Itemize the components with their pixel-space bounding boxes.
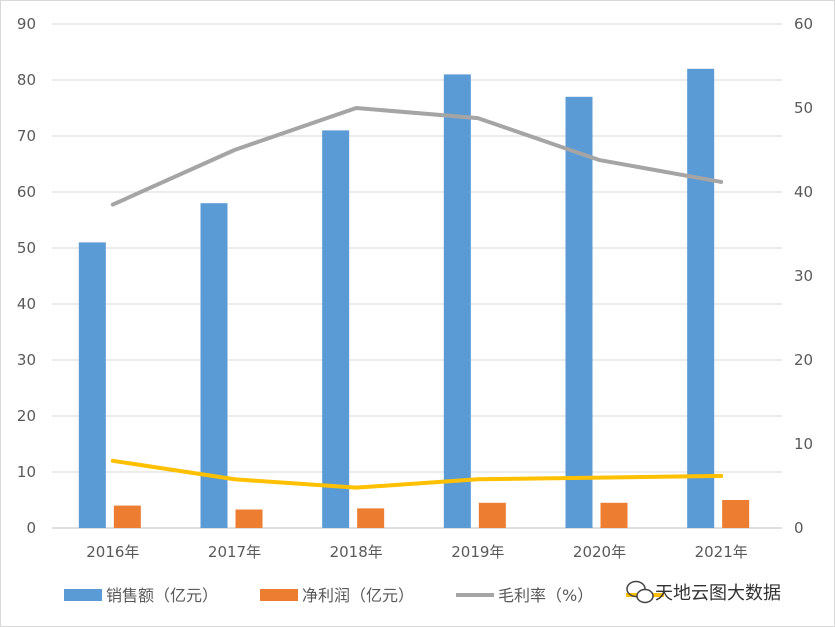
bar: [565, 96, 593, 529]
y-tick-label-left: 80: [17, 71, 36, 89]
y-axis-right: 0 10 20 30 40 50 60: [794, 15, 813, 537]
series-line: [110, 458, 724, 490]
watermark-text: 天地云图大数据: [655, 583, 781, 604]
y-tick-label-left: 0: [26, 519, 36, 537]
y-tick-label-right: 50: [794, 99, 813, 117]
bar: [443, 74, 471, 529]
y-tick-label-left: 50: [17, 239, 36, 257]
y-tick-label-left: 40: [17, 295, 36, 313]
legend-label-profit: 净利润（亿元）: [302, 586, 414, 605]
legend-label-gross-margin: 毛利率（%）: [498, 586, 593, 605]
bar: [235, 509, 263, 528]
legend: 销售额（亿元） 净利润（亿元） 毛利率（%）: [64, 586, 664, 605]
x-tick-label: 2018年: [330, 543, 383, 561]
legend-item-sales: 销售额（亿元）: [64, 586, 218, 605]
legend-item-profit: 净利润（亿元）: [260, 586, 414, 605]
legend-swatch-sales: [64, 589, 102, 601]
lines: [110, 106, 724, 490]
bar: [78, 242, 106, 528]
watermark: 天地云图大数据: [626, 580, 781, 604]
y-tick-label-right: 0: [794, 519, 804, 537]
wechat-icon: [626, 580, 654, 604]
series-line: [110, 106, 724, 207]
legend-swatch-profit: [260, 589, 298, 601]
y-tick-label-right: 10: [794, 435, 813, 453]
y-axis-left: 0 10 20 30 40 50 60 70 80 90: [17, 15, 36, 537]
bar: [357, 508, 385, 528]
y-tick-label-right: 20: [794, 351, 813, 369]
y-tick-label-right: 60: [794, 15, 813, 33]
x-axis: 2016年 2017年 2018年 2019年 2020年 2021年: [86, 543, 748, 561]
bars: [78, 68, 750, 529]
x-tick-label: 2016年: [86, 543, 139, 561]
gridlines: [52, 23, 782, 529]
x-tick-label: 2017年: [208, 543, 261, 561]
y-tick-label-left: 70: [17, 127, 36, 145]
bar: [478, 502, 506, 528]
x-tick-label: 2020年: [573, 543, 626, 561]
y-tick-label-right: 40: [794, 183, 813, 201]
bar: [722, 500, 750, 528]
legend-item-gross-margin: 毛利率（%）: [456, 586, 593, 605]
bar: [322, 130, 350, 528]
x-tick-label: 2019年: [451, 543, 504, 561]
y-tick-label-left: 10: [17, 463, 36, 481]
bar: [113, 505, 141, 528]
y-tick-label-left: 90: [17, 15, 36, 33]
y-tick-label-right: 30: [794, 267, 813, 285]
bar: [600, 502, 628, 528]
y-tick-label-left: 60: [17, 183, 36, 201]
bar: [687, 68, 715, 529]
legend-label-sales: 销售额（亿元）: [106, 586, 218, 605]
y-tick-label-left: 30: [17, 351, 36, 369]
x-tick-label: 2021年: [695, 543, 748, 561]
y-tick-label-left: 20: [17, 407, 36, 425]
